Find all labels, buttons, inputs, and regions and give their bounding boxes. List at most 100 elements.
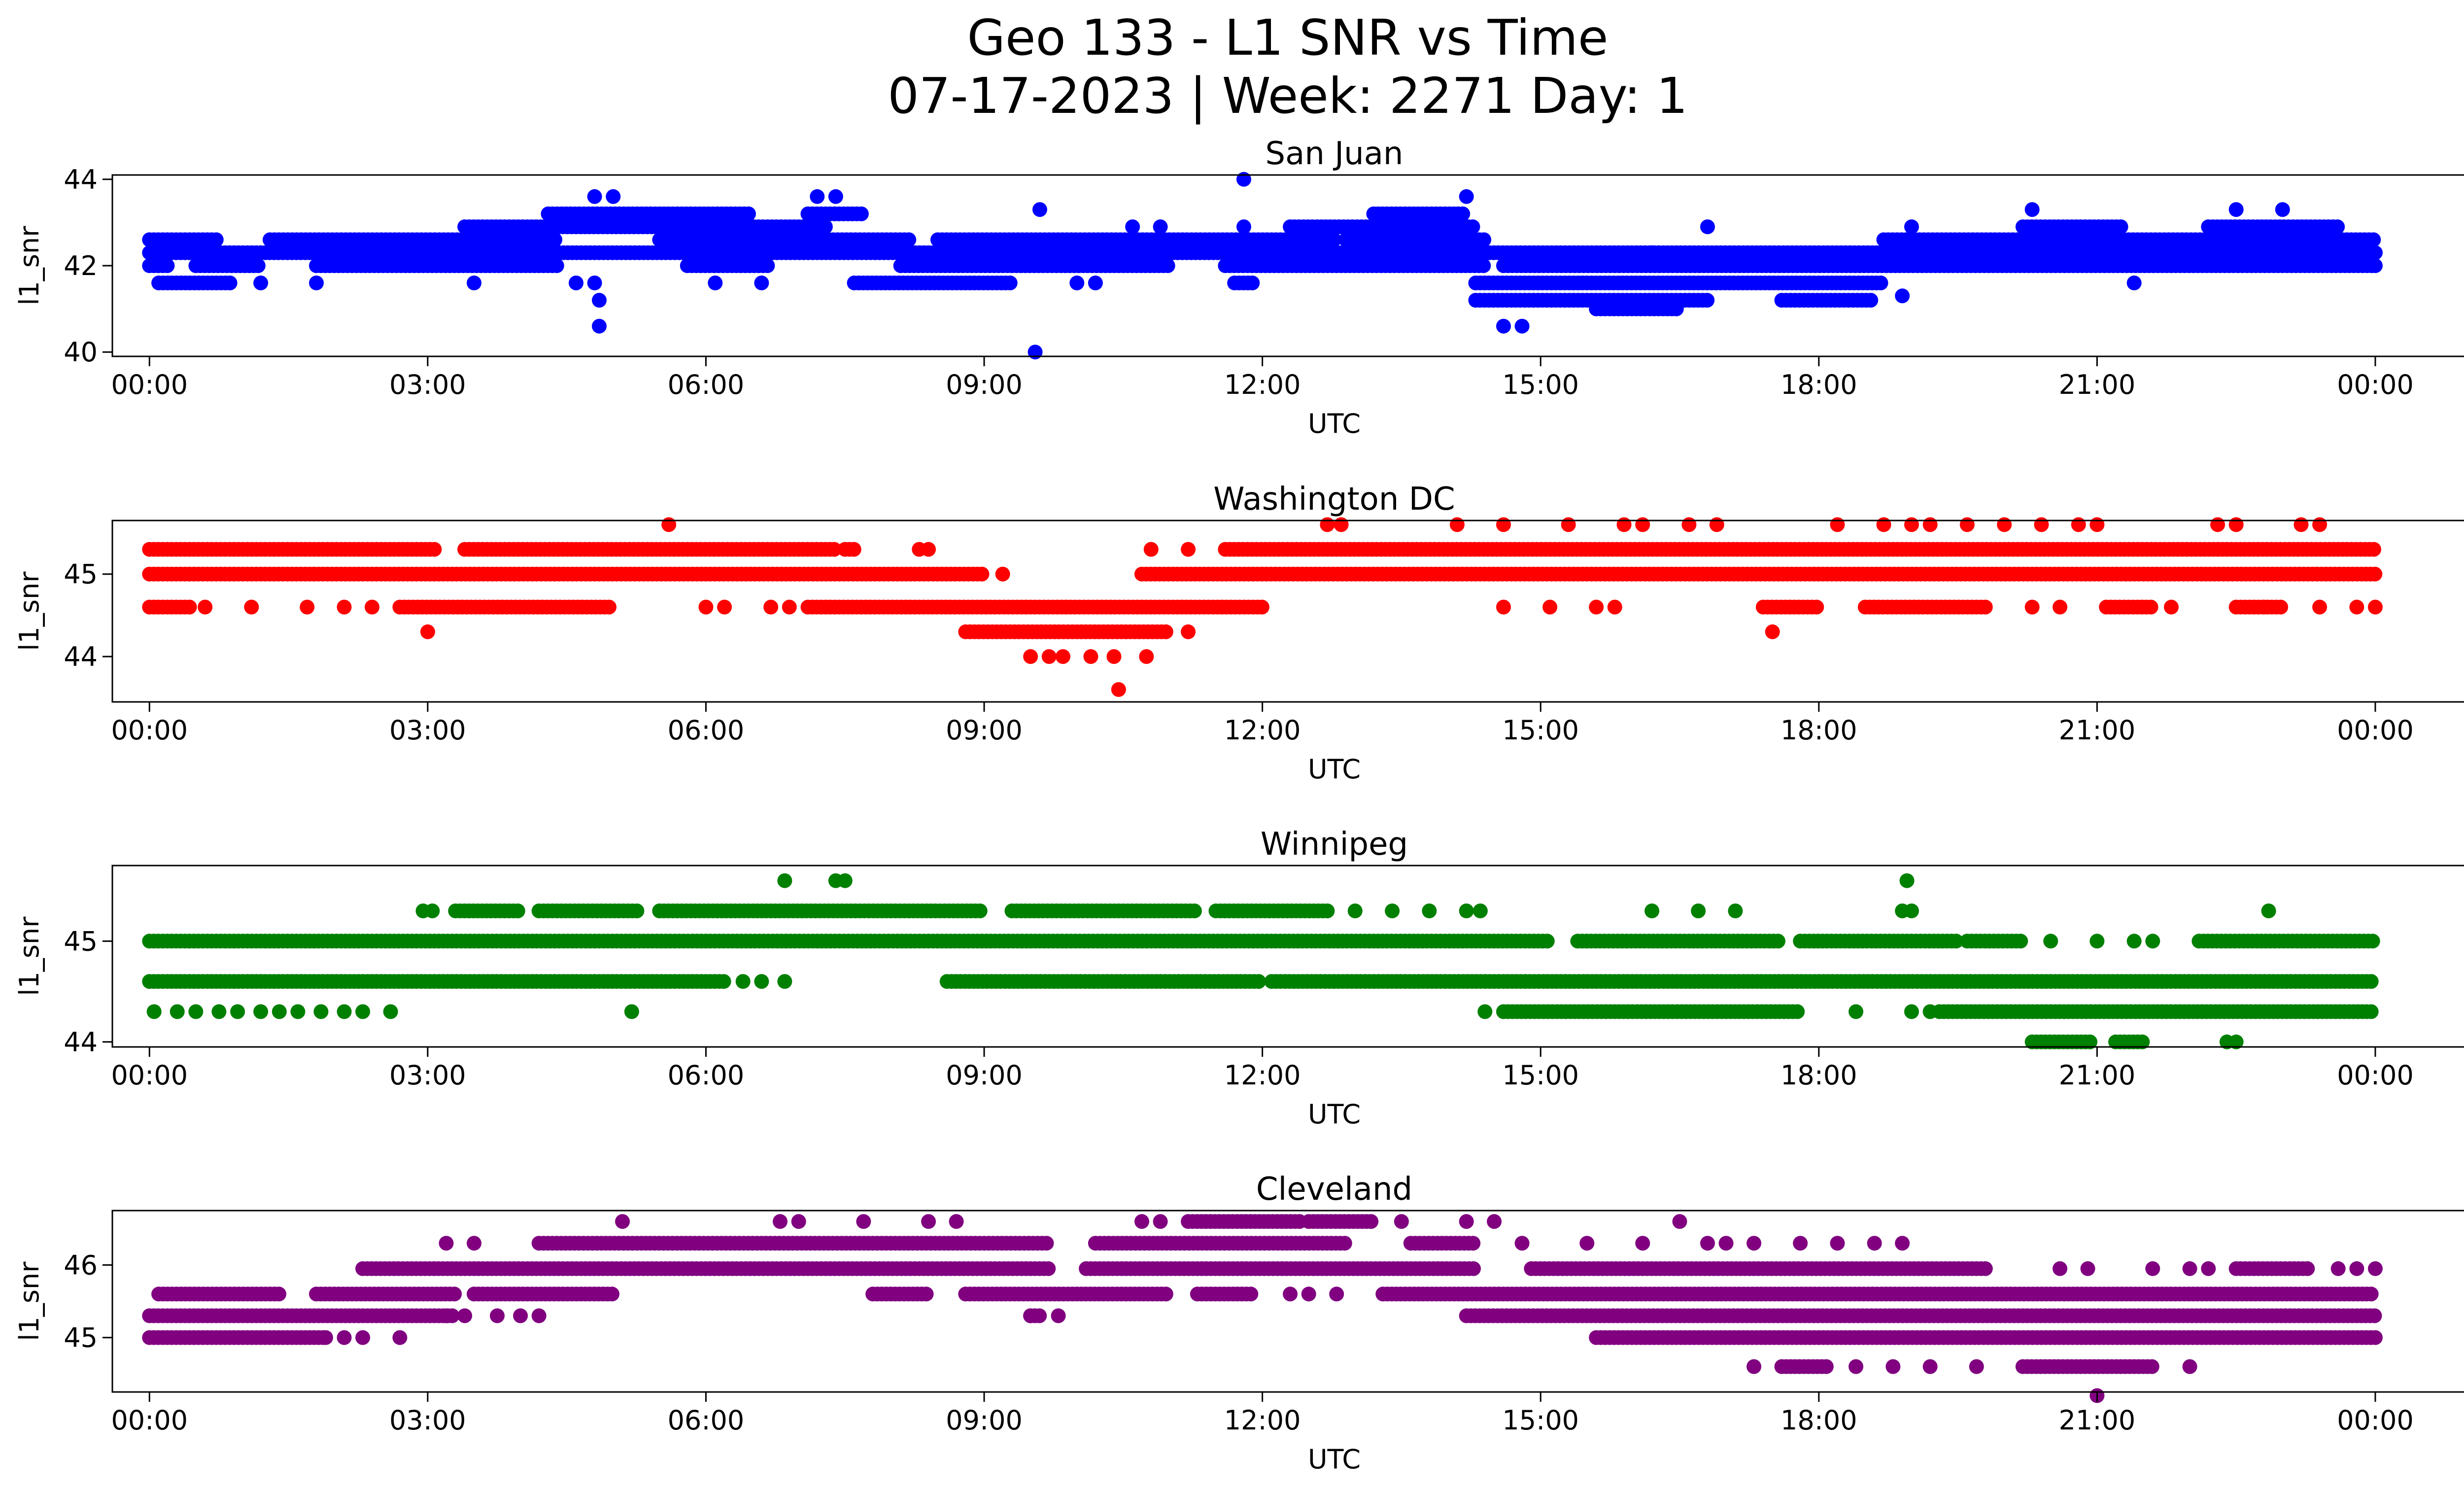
data-point — [272, 1286, 286, 1302]
data-point — [1160, 258, 1175, 273]
x-tick-label: 12:00 — [1224, 1060, 1301, 1091]
x-tick-label: 15:00 — [1502, 1060, 1579, 1091]
data-point — [1644, 904, 1660, 918]
data-point — [2330, 219, 2345, 235]
y-tick-label: 44 — [64, 641, 98, 672]
data-point — [1326, 232, 1341, 247]
data-point — [365, 599, 379, 615]
data-point — [1385, 904, 1400, 918]
data-point — [1088, 276, 1103, 290]
y-tick-label: 45 — [64, 559, 98, 590]
scatter-series — [142, 172, 2383, 360]
x-tick-label: 15:00 — [1502, 715, 1579, 746]
data-point — [1709, 517, 1724, 532]
data-point — [2275, 202, 2290, 217]
data-point — [698, 599, 714, 615]
data-point — [1476, 258, 1491, 273]
data-point — [1496, 599, 1511, 615]
data-point — [1139, 649, 1154, 664]
x-tick-label: 12:00 — [1224, 715, 1301, 746]
data-point — [355, 1004, 371, 1019]
data-point — [1422, 904, 1437, 918]
data-point — [1561, 517, 1576, 532]
x-axis-label: UTC — [1308, 754, 1361, 785]
data-point — [1106, 649, 1122, 664]
data-point — [2126, 276, 2142, 290]
data-point — [2210, 517, 2225, 532]
data-point — [818, 219, 833, 235]
data-point — [1236, 219, 1251, 235]
y-axis-label: l1_snr — [14, 571, 45, 651]
data-point — [1459, 189, 1474, 204]
data-point — [1032, 202, 1047, 217]
data-point — [1997, 517, 2012, 532]
data-point — [716, 974, 731, 989]
subplot-title: San Juan — [1266, 136, 1403, 172]
y-axis-label: l1_snr — [14, 226, 45, 306]
data-point — [1320, 517, 1335, 532]
data-point — [1153, 219, 1168, 235]
data-point — [777, 974, 792, 989]
data-point — [1472, 904, 1488, 918]
x-tick-label: 09:00 — [946, 1060, 1023, 1091]
data-point — [735, 974, 751, 989]
data-point — [2312, 517, 2327, 532]
x-tick-label: 00:00 — [2337, 715, 2414, 746]
data-point — [1125, 219, 1140, 235]
data-point — [1607, 599, 1622, 615]
x-tick-label: 06:00 — [668, 1060, 745, 1091]
x-tick-label: 18:00 — [1780, 715, 1857, 746]
data-point — [1728, 904, 1743, 918]
data-point — [2143, 599, 2158, 615]
data-point — [2089, 934, 2105, 949]
data-point — [810, 189, 825, 204]
y-tick-label: 42 — [64, 250, 98, 281]
axes-frame — [111, 865, 2464, 1048]
data-point — [1873, 276, 1888, 290]
data-point — [2363, 1004, 2379, 1019]
data-point — [244, 599, 259, 615]
data-point — [2071, 517, 2086, 532]
x-tick-label: 06:00 — [668, 715, 745, 746]
data-point — [760, 258, 775, 273]
data-point — [974, 566, 990, 582]
y-tick-label: 44 — [64, 164, 98, 195]
data-point — [1056, 649, 1070, 664]
data-point — [1251, 974, 1266, 989]
data-point — [2089, 517, 2105, 532]
scatter-series — [142, 1214, 2383, 1403]
data-point — [160, 258, 175, 273]
data-point — [828, 189, 843, 204]
data-point — [549, 258, 564, 273]
data-point — [447, 1286, 462, 1302]
data-point — [510, 904, 525, 918]
data-point — [1496, 517, 1511, 532]
data-point — [602, 599, 616, 615]
data-point — [1771, 934, 1785, 949]
data-point — [1876, 517, 1891, 532]
data-point — [1083, 649, 1098, 664]
data-point — [605, 1286, 619, 1302]
data-point — [652, 904, 667, 918]
data-point — [1616, 517, 1632, 532]
y-tick-label: 44 — [64, 1027, 98, 1058]
data-point — [592, 318, 607, 334]
data-point — [467, 276, 481, 290]
data-point — [1542, 599, 1558, 615]
data-point — [290, 1004, 306, 1019]
data-point — [2228, 202, 2244, 217]
x-tick-label: 18:00 — [1780, 1060, 1857, 1091]
data-point — [972, 904, 988, 918]
data-point — [1334, 517, 1349, 532]
data-point — [548, 232, 563, 247]
y-axis-label: l1_snr — [14, 916, 45, 996]
data-point — [2367, 1308, 2382, 1323]
scatter-series — [142, 517, 2383, 697]
data-point — [2366, 232, 2381, 247]
data-point — [837, 873, 853, 888]
data-point — [1476, 232, 1492, 247]
x-tick-label: 18:00 — [1780, 369, 1857, 400]
data-point — [2293, 517, 2309, 532]
data-point — [198, 599, 213, 615]
